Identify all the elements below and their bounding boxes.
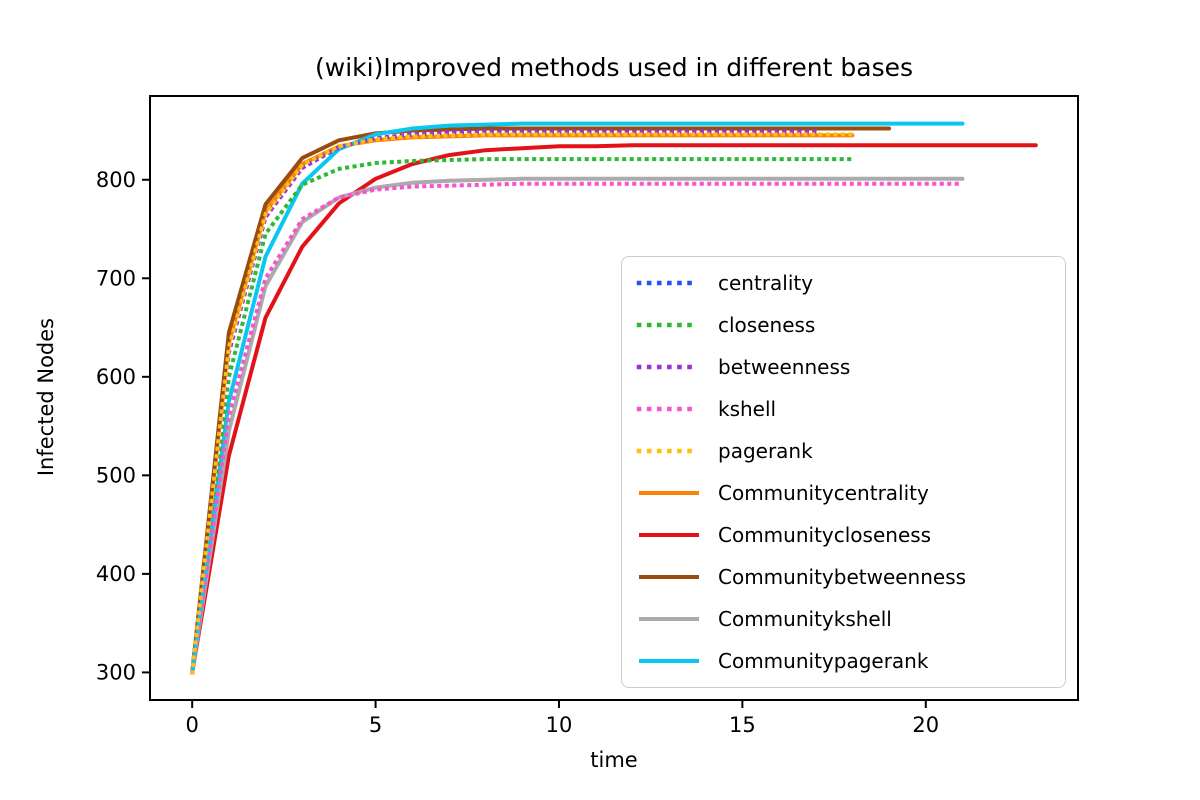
legend-label: Communitycloseness (718, 523, 932, 547)
series-line-Communitybetweenness (190, 126, 892, 675)
x-tick-label: 0 (185, 713, 198, 737)
legend-label: pagerank (718, 439, 813, 463)
y-tick-label: 700 (96, 266, 136, 290)
legend-swatch-dotted-line (636, 448, 702, 454)
legend-swatch-dotted-line (636, 322, 702, 328)
legend-label: betweenness (718, 355, 851, 379)
legend-swatch-solid-line (639, 491, 699, 495)
series-line-closeness (189, 157, 855, 675)
legend-item: Communitypagerank (622, 640, 1065, 682)
legend-item: centrality (622, 262, 1065, 304)
legend-item: Communitykshell (622, 598, 1065, 640)
series-line-Communitypagerank (190, 121, 965, 675)
x-tick-label: 10 (546, 713, 573, 737)
legend-swatch-dotted-line (636, 364, 702, 370)
y-tick-label: 600 (96, 365, 136, 389)
x-tick-label: 15 (729, 713, 756, 737)
legend-label: Communitybetweenness (718, 565, 967, 589)
series-line-Communitycloseness (190, 143, 1038, 675)
chart-title: (wiki)Improved methods used in different… (315, 53, 913, 82)
y-tick-label: 500 (96, 463, 136, 487)
x-axis-label: time (590, 748, 638, 772)
legend-item: betweenness (622, 346, 1065, 388)
legend-item: Communitycloseness (622, 514, 1065, 556)
series-line-Communitykshell (190, 176, 965, 675)
y-tick-label: 400 (96, 562, 136, 586)
legend-item: Communitycentrality (622, 472, 1065, 514)
legend-label: kshell (718, 397, 777, 421)
y-axis-label: Infected Nodes (34, 317, 58, 477)
legend-swatch-solid-line (639, 617, 699, 621)
legend-label: Communitykshell (718, 607, 892, 631)
legend-swatch-dotted-line (636, 406, 702, 412)
legend: centrality closeness betweenness kshell page… (621, 256, 1066, 688)
legend-item: closeness (622, 304, 1065, 346)
legend-item: kshell (622, 388, 1065, 430)
y-tick-label: 300 (96, 660, 136, 684)
legend-label: Communitypagerank (718, 649, 929, 673)
x-tick-label: 5 (369, 713, 382, 737)
axes-frame (149, 95, 1079, 701)
legend-swatch-solid-line (639, 575, 699, 579)
legend-label: centrality (718, 271, 814, 295)
legend-item: Communitybetweenness (622, 556, 1065, 598)
legend-label: Communitycentrality (718, 481, 929, 505)
series-line-pagerank (189, 132, 855, 675)
legend-swatch-solid-line (639, 533, 699, 537)
legend-item: pagerank (622, 430, 1065, 472)
y-tick-label: 800 (96, 168, 136, 192)
legend-swatch-dotted-line (636, 280, 702, 286)
x-tick-label: 20 (912, 713, 939, 737)
legend-swatch-solid-line (639, 659, 699, 663)
legend-label: closeness (718, 313, 816, 337)
